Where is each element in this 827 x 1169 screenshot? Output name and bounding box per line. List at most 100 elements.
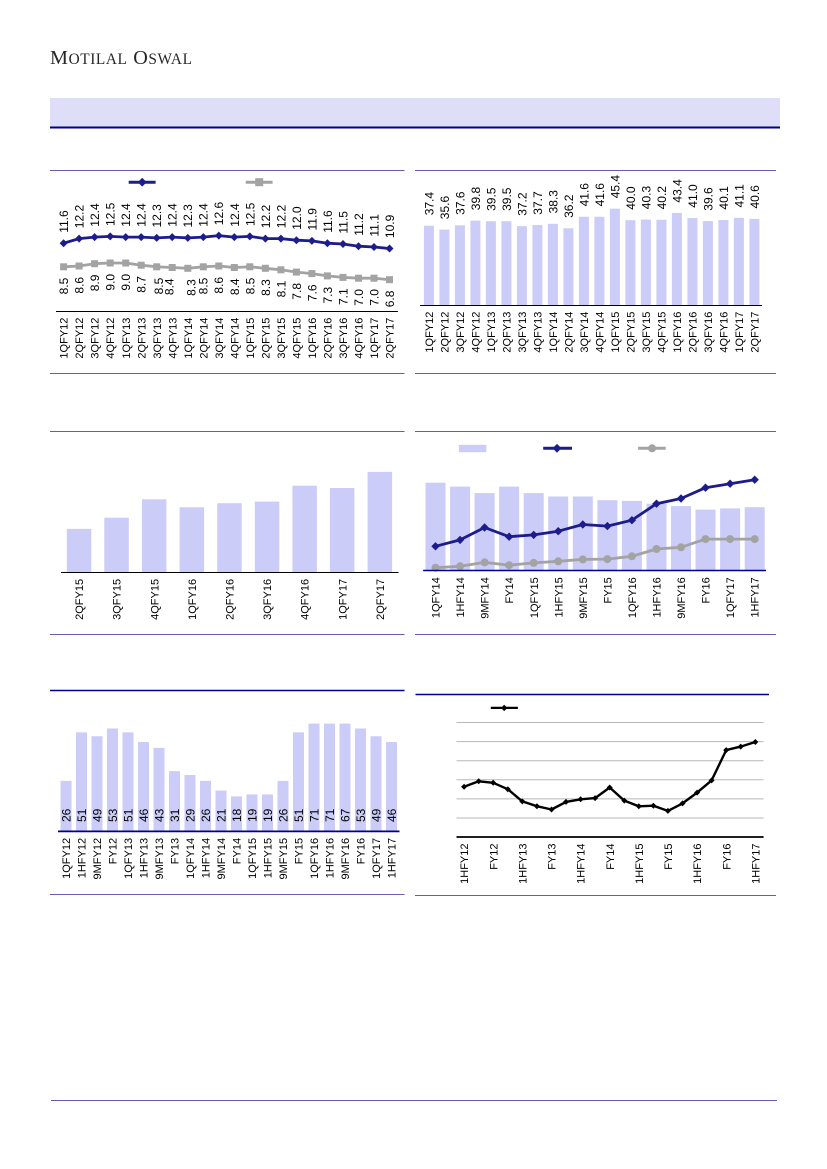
svg-text:12.2: 12.2 (73, 205, 87, 229)
svg-text:1HFY15: 1HFY15 (634, 844, 646, 884)
svg-text:1QFY16: 1QFY16 (672, 312, 684, 353)
svg-text:21: 21 (214, 808, 228, 822)
svg-text:41.6: 41.6 (577, 183, 591, 207)
svg-text:8.7: 8.7 (135, 276, 149, 293)
svg-text:46: 46 (137, 808, 151, 822)
svg-text:12.4: 12.4 (228, 203, 242, 227)
svg-text:8.3: 8.3 (259, 279, 273, 296)
svg-text:7.1: 7.1 (336, 288, 350, 305)
svg-text:1QFY13: 1QFY13 (121, 318, 133, 359)
svg-text:12.5: 12.5 (104, 202, 118, 226)
svg-text:9MFY16: 9MFY16 (676, 577, 688, 619)
svg-text:2QFY17: 2QFY17 (375, 579, 387, 620)
svg-text:39.5: 39.5 (500, 187, 514, 211)
svg-text:1QFY17: 1QFY17 (725, 577, 737, 618)
svg-text:4QFY16: 4QFY16 (354, 318, 366, 359)
svg-text:3QFY15: 3QFY15 (276, 318, 288, 359)
svg-text:4QFY14: 4QFY14 (594, 312, 606, 353)
svg-text:71: 71 (323, 808, 337, 822)
svg-text:4QFY16: 4QFY16 (718, 312, 730, 353)
svg-text:4QFY15: 4QFY15 (656, 312, 668, 353)
svg-text:11.5: 11.5 (336, 211, 350, 234)
svg-text:12.4: 12.4 (197, 203, 211, 227)
svg-text:2QFY17: 2QFY17 (749, 312, 761, 353)
svg-text:39.6: 39.6 (701, 187, 715, 211)
svg-text:7.3: 7.3 (321, 286, 335, 303)
svg-text:1HFY13: 1HFY13 (139, 838, 151, 878)
svg-text:3QFY16: 3QFY16 (262, 579, 274, 620)
svg-text:FY12: FY12 (488, 844, 500, 870)
svg-text:31: 31 (168, 808, 182, 822)
svg-text:8.6: 8.6 (73, 277, 87, 294)
svg-text:2QFY16: 2QFY16 (323, 318, 335, 359)
svg-text:1HFY14: 1HFY14 (455, 577, 467, 617)
svg-text:1QFY15: 1QFY15 (245, 318, 257, 359)
svg-text:FY15: FY15 (602, 577, 614, 603)
svg-text:40.6: 40.6 (748, 185, 762, 209)
svg-text:11.6: 11.6 (321, 210, 335, 233)
svg-text:2QFY15: 2QFY15 (260, 318, 272, 359)
svg-text:12.2: 12.2 (274, 205, 288, 229)
svg-text:8.5: 8.5 (197, 277, 211, 294)
svg-text:10.9: 10.9 (383, 214, 397, 238)
svg-text:9.0: 9.0 (119, 274, 133, 291)
svg-text:1HFY17: 1HFY17 (387, 838, 399, 878)
svg-text:67: 67 (338, 808, 352, 822)
svg-text:2QFY16: 2QFY16 (224, 579, 236, 620)
svg-text:11.2: 11.2 (352, 213, 366, 236)
svg-text:1QFY16: 1QFY16 (309, 838, 321, 879)
svg-text:7.0: 7.0 (367, 289, 381, 306)
svg-text:41.0: 41.0 (686, 184, 700, 208)
svg-text:2QFY16: 2QFY16 (687, 312, 699, 353)
svg-text:37.6: 37.6 (453, 191, 467, 215)
svg-text:12.3: 12.3 (150, 204, 164, 228)
svg-text:12.4: 12.4 (119, 203, 133, 227)
svg-text:FY12: FY12 (108, 838, 120, 864)
svg-text:3QFY16: 3QFY16 (338, 318, 350, 359)
svg-text:1QFY16: 1QFY16 (187, 579, 199, 620)
svg-text:39.8: 39.8 (469, 187, 483, 211)
svg-text:39.5: 39.5 (484, 187, 498, 211)
svg-text:35.6: 35.6 (438, 196, 452, 220)
svg-text:1QFY14: 1QFY14 (183, 318, 195, 359)
svg-text:12.4: 12.4 (166, 203, 180, 227)
svg-text:FY15: FY15 (294, 838, 306, 864)
svg-text:3QFY12: 3QFY12 (90, 318, 102, 359)
svg-text:1HFY12: 1HFY12 (459, 844, 471, 884)
svg-text:7.0: 7.0 (352, 289, 366, 306)
svg-text:1HFY15: 1HFY15 (263, 838, 275, 878)
svg-text:26: 26 (276, 808, 290, 822)
svg-text:8.5: 8.5 (152, 277, 166, 294)
svg-text:12.6: 12.6 (212, 202, 226, 226)
svg-text:40.3: 40.3 (639, 186, 653, 210)
svg-text:53: 53 (106, 808, 120, 822)
svg-text:12.2: 12.2 (259, 205, 273, 229)
svg-text:1QFY15: 1QFY15 (247, 838, 259, 879)
svg-text:1HFY14: 1HFY14 (576, 844, 588, 884)
svg-text:FY14: FY14 (605, 844, 617, 870)
svg-text:4QFY12: 4QFY12 (105, 318, 117, 359)
svg-text:FY13: FY13 (170, 838, 182, 864)
svg-text:26: 26 (199, 808, 213, 822)
svg-text:8.3: 8.3 (185, 279, 199, 296)
svg-text:9MFY14: 9MFY14 (480, 577, 492, 619)
svg-text:37.7: 37.7 (531, 191, 545, 215)
svg-text:7.6: 7.6 (305, 284, 319, 301)
svg-text:8.4: 8.4 (162, 278, 176, 295)
svg-text:49: 49 (90, 808, 104, 822)
svg-text:1QFY12: 1QFY12 (61, 838, 73, 879)
svg-text:2QFY13: 2QFY13 (501, 312, 513, 353)
svg-text:12.3: 12.3 (181, 204, 195, 228)
svg-text:1HFY16: 1HFY16 (692, 844, 704, 884)
svg-text:41.6: 41.6 (593, 183, 607, 207)
svg-text:9MFY13: 9MFY13 (154, 838, 166, 880)
svg-text:51: 51 (292, 808, 306, 822)
svg-text:1QFY15: 1QFY15 (610, 312, 622, 353)
svg-text:8.5: 8.5 (243, 277, 257, 294)
svg-text:45.4: 45.4 (608, 175, 622, 199)
svg-text:2QFY15: 2QFY15 (74, 579, 86, 620)
svg-text:1HFY16: 1HFY16 (325, 838, 337, 878)
svg-text:6.8: 6.8 (383, 290, 397, 307)
svg-text:4QFY12: 4QFY12 (470, 312, 482, 353)
svg-text:36.2: 36.2 (562, 194, 576, 218)
